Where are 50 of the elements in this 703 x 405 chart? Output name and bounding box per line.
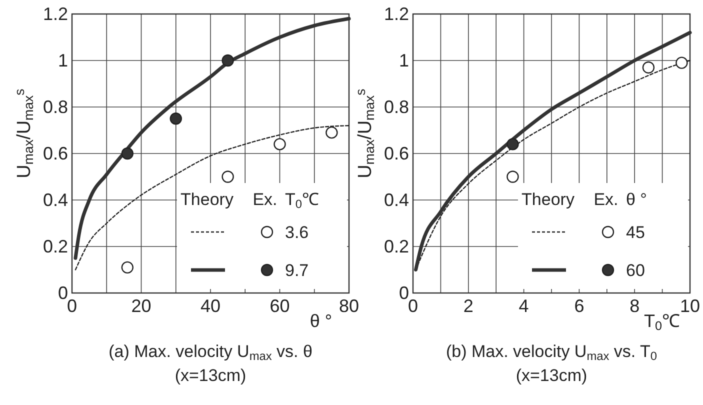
y-tick-label: 0.6 (42, 144, 68, 164)
annotation: Ex. (252, 190, 278, 209)
point (506, 138, 519, 150)
annotation: Theory (522, 190, 575, 209)
point (274, 138, 286, 150)
x-axis-title: θ ° (310, 311, 332, 331)
text: (a) Max. velocity U$_{max}$ vs. θ (108, 342, 312, 363)
legend-title: T$_{0}$℃ (285, 190, 320, 211)
y-tick-label: 0.4 (42, 190, 68, 210)
x-tick-label: 20 (131, 296, 152, 316)
annotation: Theory (180, 190, 234, 209)
text: (x=13cm) (174, 366, 246, 385)
y-tick-label: 1.2 (384, 4, 409, 24)
point (222, 54, 234, 67)
text: (x=13cm) (516, 366, 588, 385)
y-tick-label: 0.4 (384, 190, 409, 210)
point (222, 170, 234, 183)
legend-label: 45 (626, 223, 645, 242)
legend-label: 9.7 (285, 261, 309, 280)
y-tick-label: 0.2 (384, 236, 409, 256)
text: (b) Max. velocity U$_{max}$ vs. T$_{0}$ (446, 342, 658, 363)
x-tick-label: 60 (270, 296, 290, 316)
x-tick-label: 8 (630, 296, 640, 316)
y-tick-label: 0 (58, 283, 68, 303)
point (170, 112, 182, 125)
x-tick-label: 40 (200, 296, 221, 316)
point (506, 170, 519, 183)
point (676, 56, 688, 69)
point (121, 147, 134, 160)
point (121, 261, 134, 274)
annotation: Ex. (594, 190, 618, 209)
x-tick-label: 80 (338, 296, 360, 316)
y-tick-label: 1 (398, 50, 409, 70)
y-tick-label: 1 (58, 50, 68, 70)
x-tick-label: 10 (680, 296, 700, 316)
y-tick-label: 1.2 (42, 4, 68, 24)
legend-label: 60 (626, 261, 645, 280)
legend-label: 3.6 (285, 223, 309, 242)
x-tick-label: 6 (574, 296, 584, 316)
legend-title: θ ° (626, 190, 647, 209)
x-axis-title: T$_{0}$℃ (644, 311, 680, 334)
x-tick-label: 2 (463, 296, 474, 316)
point (642, 61, 655, 74)
y-tick-label: 0.6 (384, 144, 409, 164)
y-tick-label: 0.2 (42, 236, 68, 256)
y-tick-label: 0.8 (42, 97, 68, 117)
x-tick-label: 4 (518, 296, 529, 316)
point (326, 126, 338, 139)
y-tick-label: 0 (398, 283, 409, 303)
y-tick-label: 0.8 (384, 97, 409, 117)
